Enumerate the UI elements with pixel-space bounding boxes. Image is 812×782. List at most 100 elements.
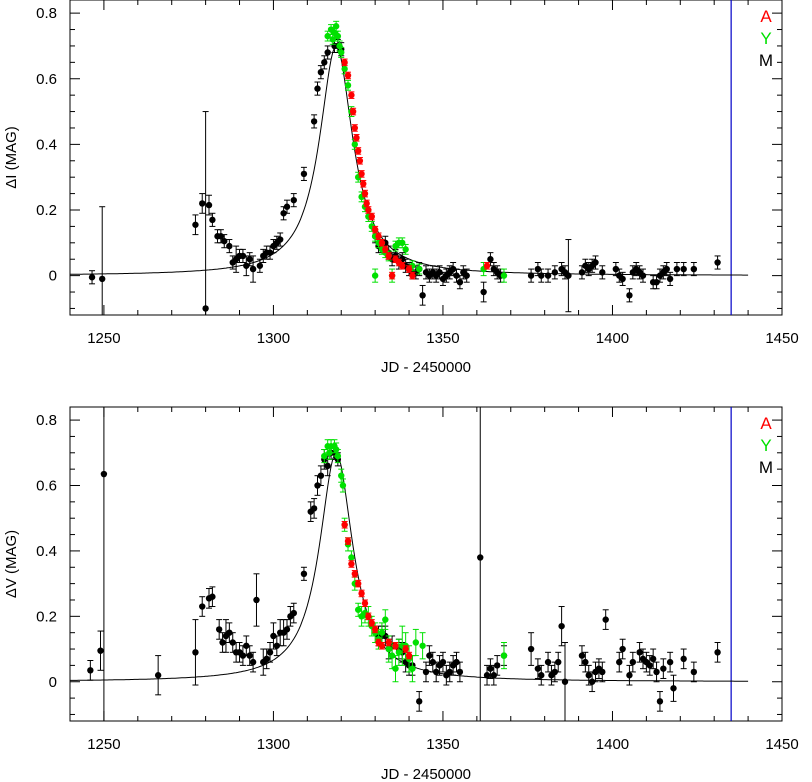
- data-point: [277, 236, 284, 243]
- data-point: [270, 632, 277, 640]
- data-point: [670, 685, 677, 692]
- data-point: [439, 658, 447, 666]
- legend-label-A: A: [760, 7, 772, 26]
- data-point: [599, 269, 606, 276]
- data-point: [363, 200, 370, 207]
- data-point: [341, 65, 348, 73]
- data-point: [97, 647, 104, 654]
- data-point: [500, 652, 508, 659]
- data-point: [273, 642, 281, 649]
- data-point: [680, 655, 687, 663]
- data-point: [371, 226, 379, 233]
- data-point: [395, 649, 403, 656]
- data-point: [348, 560, 355, 568]
- data-point: [666, 658, 674, 666]
- data-point: [341, 59, 348, 66]
- data-point: [334, 452, 342, 460]
- data-point: [378, 642, 386, 649]
- data-point: [314, 482, 321, 489]
- data-point: [578, 652, 586, 659]
- data-point: [321, 59, 328, 66]
- data-point: [551, 269, 559, 276]
- data-point: [660, 665, 667, 672]
- data-point: [405, 652, 413, 659]
- data-point: [616, 658, 623, 666]
- data-point: [626, 672, 633, 679]
- data-point: [334, 32, 342, 40]
- data-point: [338, 472, 345, 479]
- data-point: [256, 262, 264, 269]
- data-point: [426, 652, 433, 659]
- data-point: [561, 678, 569, 685]
- data-point: [332, 23, 340, 30]
- series-M: [88, 38, 721, 316]
- data-point: [463, 272, 470, 279]
- data-point: [365, 613, 372, 620]
- data-point: [585, 672, 592, 679]
- x-tick-label: 1250: [87, 736, 120, 753]
- data-point: [456, 668, 464, 676]
- data-point: [487, 665, 494, 672]
- data-point: [192, 221, 199, 228]
- y-axis-title: ΔV (MAG): [3, 530, 20, 598]
- data-point: [263, 655, 270, 663]
- x-axis-title: JD - 2450000: [381, 766, 471, 782]
- data-point: [629, 658, 637, 666]
- data-point: [378, 629, 386, 636]
- x-tick-label: 1250: [87, 330, 120, 347]
- data-point: [88, 274, 96, 281]
- y-tick-label: 0.8: [36, 412, 57, 429]
- x-tick-label: 1350: [426, 736, 459, 753]
- data-point: [392, 665, 399, 672]
- data-point: [527, 272, 535, 279]
- x-axis-title: JD - 2450000: [381, 359, 471, 376]
- data-point: [290, 196, 297, 204]
- data-point: [348, 554, 355, 561]
- data-point: [314, 85, 321, 92]
- bottom-panel: 1250 1300 1350 1400 1450 0 0.2 0.4 0.6 0.8 JD - 24…: [3, 406, 799, 782]
- data-point: [371, 272, 379, 279]
- y-tick-label: 0: [49, 674, 57, 691]
- data-point: [534, 665, 542, 672]
- data-point: [544, 272, 552, 279]
- data-point: [534, 265, 542, 273]
- data-point: [344, 82, 352, 89]
- data-point: [324, 462, 331, 470]
- data-point: [565, 272, 572, 279]
- data-point: [436, 269, 443, 276]
- data-point: [219, 639, 226, 646]
- data-point: [336, 42, 343, 50]
- data-point: [653, 278, 660, 286]
- data-point: [446, 668, 453, 676]
- series-A: [341, 520, 413, 660]
- data-point: [100, 470, 108, 478]
- data-point: [317, 68, 325, 76]
- data-point: [432, 668, 440, 676]
- top-panel: 1250 1300 1350 1400 1450 0 0.2 0.4 0.6 0.8 JD - 24…: [3, 0, 799, 376]
- y-tick-label: 0.4: [36, 136, 57, 153]
- data-point: [626, 292, 633, 299]
- series-M: [87, 406, 721, 722]
- data-point: [360, 180, 367, 187]
- data-point: [649, 655, 657, 663]
- data-point: [392, 642, 399, 649]
- data-point: [226, 242, 233, 250]
- data-point: [399, 262, 406, 269]
- x-tick-label: 1350: [426, 330, 459, 347]
- legend-label-A: A: [760, 414, 772, 433]
- data-point: [538, 672, 545, 679]
- plot-frame: [69, 0, 783, 316]
- data-point: [388, 652, 396, 659]
- data-point: [646, 662, 653, 669]
- data-point: [221, 237, 228, 245]
- data-point: [551, 668, 559, 676]
- data-point: [317, 472, 325, 479]
- data-point: [690, 668, 698, 676]
- data-point: [494, 662, 501, 669]
- data-point: [416, 265, 423, 273]
- y-tick-label: 0.8: [36, 5, 57, 22]
- data-point: [368, 213, 375, 220]
- data-point: [344, 537, 352, 545]
- series-A: [341, 58, 491, 280]
